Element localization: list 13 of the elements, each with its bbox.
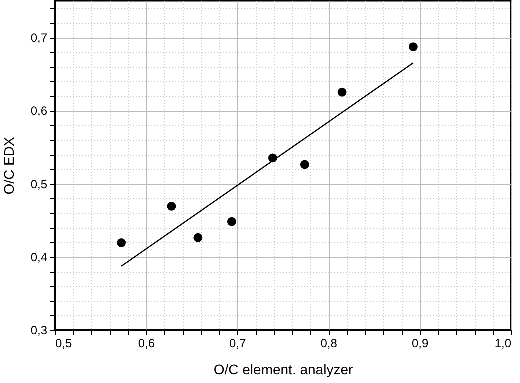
- x-tick-label: 0,8: [320, 336, 338, 350]
- x-tick-label: 0,6: [138, 336, 156, 350]
- x-tick-label: 1,0: [494, 336, 512, 350]
- y-tick-label: 0,6: [30, 104, 48, 118]
- x-tick-label: 0,9: [412, 336, 429, 350]
- x-tick-label: 0,5: [56, 336, 73, 350]
- x-tick-label: 0,7: [230, 336, 247, 350]
- y-tick-label: 0,7: [30, 31, 48, 46]
- x-axis-title: O/C element. analyzer: [214, 362, 354, 378]
- y-tick-label: 0,3: [30, 324, 48, 338]
- y-tick-label: 0,5: [30, 177, 48, 192]
- y-axis-title: O/C EDX: [0, 136, 17, 195]
- y-tick-label: 0,4: [30, 250, 48, 264]
